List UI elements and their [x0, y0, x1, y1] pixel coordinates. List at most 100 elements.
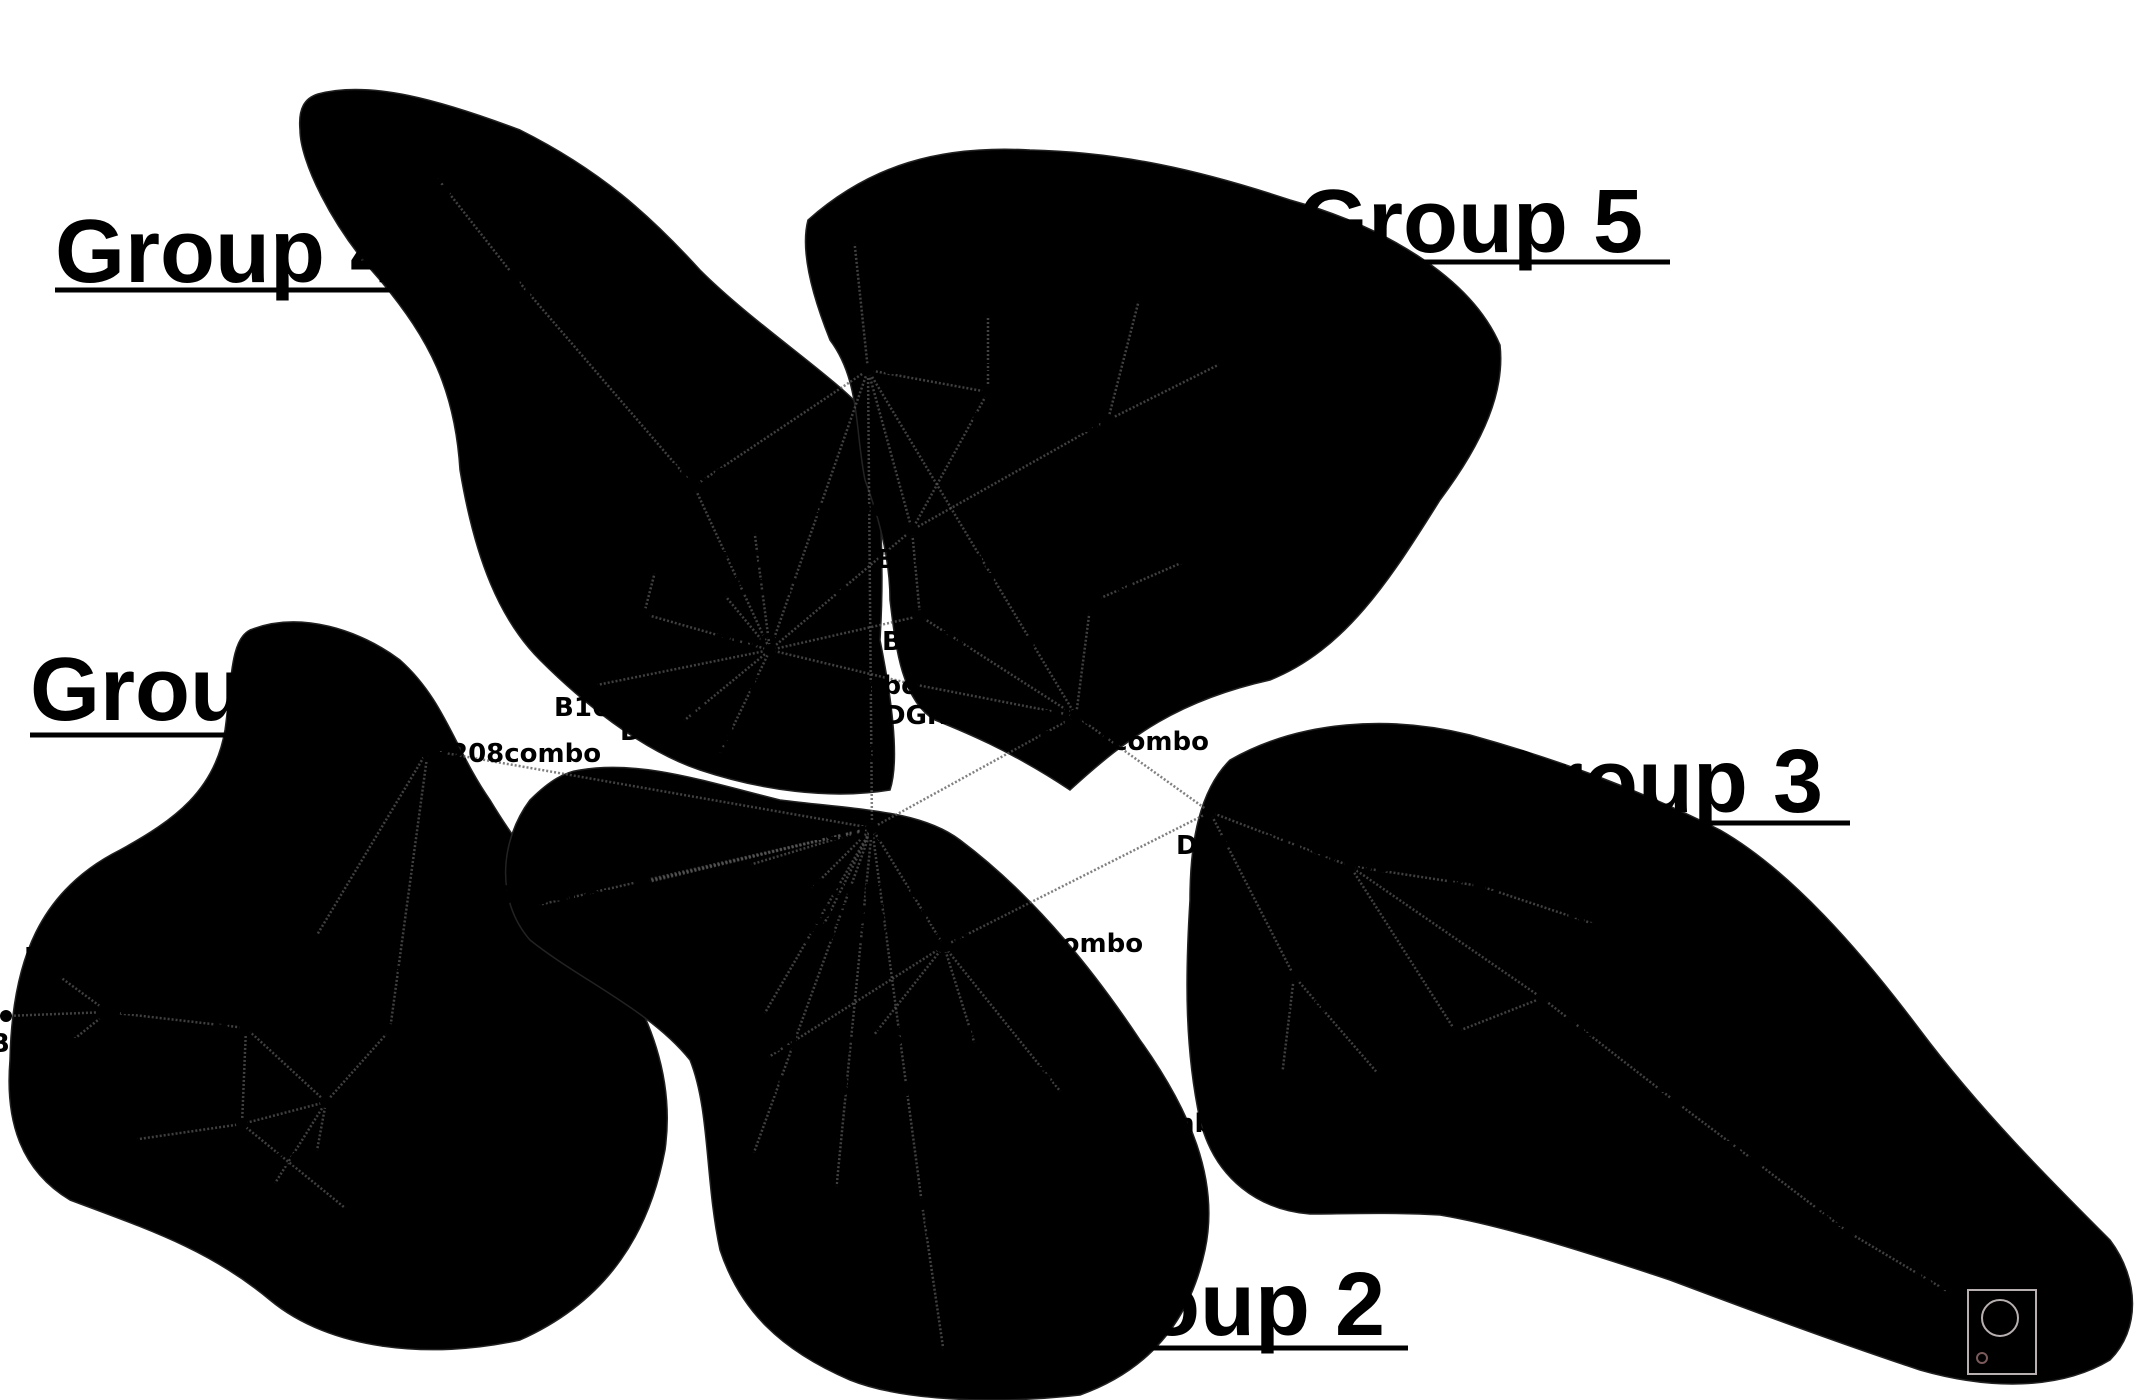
node-B189combo	[814, 926, 826, 938]
node-B190combo	[688, 480, 700, 492]
node-B145combo	[1750, 1156, 1762, 1168]
edge-B188combo-B161combo	[241, 1123, 351, 1213]
edge-B163combo-B194combo	[919, 614, 1077, 718]
node-label-CScomp: CScomp	[880, 351, 997, 381]
edge-B153combo-B183combo	[1280, 975, 1296, 1077]
edge-B155consAT-B156combo	[1349, 864, 1481, 888]
group-titles: Group 1 Group 2 Group 3 Group 4 Group 5	[30, 172, 1850, 1355]
node-B168combo	[1084, 602, 1096, 614]
node-B169consAT	[746, 1152, 758, 1164]
node-NC_024511.2	[384, 1024, 396, 1036]
edge-B145combo-B159combo	[1755, 1161, 1849, 1233]
node-label-B170combo: B170combo	[946, 287, 1117, 317]
node-B163combo	[914, 610, 926, 622]
edge-B151combo-B145combo	[1675, 1101, 1757, 1163]
node-DGRP382combo	[320, 1096, 332, 1108]
node-B183combo	[1276, 1070, 1288, 1082]
node-B174combo	[712, 752, 724, 764]
node-B197combo	[938, 1348, 950, 1360]
node-label-B166combo: B166combo	[280, 957, 451, 987]
edge-B140combo-B142combo	[1455, 996, 1543, 1034]
node-label-B161combo: B161combo	[200, 1143, 371, 1173]
edge-B196combo-B185combo	[643, 612, 771, 652]
node-label-B174combo: B174combo	[712, 737, 883, 767]
edge-B182combo-B180combo	[911, 418, 1109, 532]
node-label-B171combo: B171combo	[946, 409, 1117, 439]
edge-B158combo-B141consAT	[67, 1011, 109, 1045]
edge-B146consAT-B141consAT	[5, 1010, 109, 1018]
node-DGRP535combo	[802, 886, 814, 898]
node-DGRP319combo	[740, 860, 752, 872]
node-label-B167combo: B167combo	[554, 693, 725, 723]
node-label-DGRP21combo: DGRP21combo	[884, 701, 1099, 731]
node-label-B178combo: B178combo	[718, 493, 889, 523]
node-label-B159combo: B159combo	[1812, 1203, 1983, 1233]
node-B191combo	[916, 1198, 928, 1210]
node-label-B169consAT: B169consAT	[712, 1161, 889, 1191]
edge-B157combo-DGRP584combo	[433, 173, 515, 277]
edge-DGRP535combo-DGRP32combo	[807, 827, 873, 893]
edge-B159combo-B149combo	[1847, 1230, 1953, 1296]
node-DGRP208combo	[422, 744, 434, 756]
node-B187combo	[638, 876, 650, 888]
node-label-B194combo: B194combo	[1038, 727, 1209, 757]
node-B146consAT	[0, 1010, 12, 1022]
node-label-B141consAT: B141consAT	[98, 991, 275, 1021]
node-B159combo	[1842, 1226, 1854, 1238]
node-B140combo	[1450, 1026, 1462, 1038]
group-3-region	[1186, 722, 2134, 1385]
node-label-B196combo: B196combo	[606, 625, 777, 655]
edge-DGRP208combo-NC_024511.2	[388, 749, 430, 1031]
edge-CScomp-B194combo	[866, 369, 1078, 717]
group-2-region	[504, 766, 1210, 1400]
edge-B185combo-B163combo	[769, 614, 921, 652]
edge-B155consAT-B142combo	[1349, 864, 1543, 1000]
edge-B162combo-B161combo	[131, 1122, 243, 1142]
group-3-title: Group 3	[1478, 732, 1823, 832]
node-B170combo	[982, 304, 994, 316]
node-B162combo	[126, 1134, 138, 1146]
node-B153combo	[1288, 970, 1300, 982]
node-B164combo	[528, 900, 540, 912]
edge-B187combo-DGRP32combo	[643, 826, 873, 884]
node-label-DGRP313combo: DGRP313combo	[620, 717, 853, 747]
edge-B194combo-DGRP31combo	[1075, 714, 1211, 814]
group-4-region	[298, 88, 896, 795]
edge-B185combo-DGRP21combo	[769, 648, 913, 686]
node-B185combo	[764, 644, 776, 656]
node-label-B163combo: B163combo	[882, 627, 1053, 657]
edge-B176combo-DGRP32combo	[834, 827, 874, 1193]
node-B161combo	[236, 1118, 248, 1130]
node-label-B172combo: B172combo	[1156, 541, 1327, 571]
node-B167combo	[586, 680, 598, 692]
edge-B161combo-DGRP382combo	[241, 1100, 327, 1126]
node-B149combo	[1946, 1288, 1958, 1300]
node-label-B177combo: B177combo	[962, 569, 1133, 599]
node-B156combo	[1474, 880, 1486, 892]
edge-B181combo-B182combo	[1106, 295, 1142, 421]
edge-B190combo-CScomp	[693, 368, 869, 488]
node-label-B168combo: B168combo	[1104, 613, 1275, 643]
node-DGRP32combo	[866, 822, 878, 834]
edges-layer	[5, 173, 1953, 1355]
edge-DGRP397combo-DGRP31combo	[943, 810, 1211, 948]
node-label-B157combo: B157combo	[396, 175, 567, 205]
group-5-region	[804, 148, 1502, 791]
node-label-B143combo: B143combo	[318, 1145, 489, 1175]
node-label-DGRP319combo: DGRP319combo	[694, 875, 927, 905]
node-label-B146consAT: B146consAT	[0, 1029, 167, 1059]
edge-B155consAT-B140combo	[1348, 865, 1458, 1033]
node-label-B165combo: B165combo	[1198, 373, 1369, 403]
node-B193combo	[864, 1034, 876, 1046]
group-4-title: Group 4	[55, 202, 400, 302]
node-B180combo	[906, 524, 918, 536]
node-B182combo	[1102, 414, 1114, 426]
node-DGRP235combo	[1374, 1070, 1386, 1082]
node-DGRP31combo	[1204, 806, 1216, 818]
edge-CScomp-DGRP32combo	[866, 369, 874, 829]
node-label-B195combo: B195combo	[612, 543, 783, 573]
edge-B185combo-CScomp	[768, 369, 870, 651]
node-label-B160combo: B160combo	[212, 1013, 383, 1043]
node-label-B188combo: B188combo	[314, 1225, 485, 1255]
edge-B165combo-B182combo	[1107, 360, 1225, 422]
